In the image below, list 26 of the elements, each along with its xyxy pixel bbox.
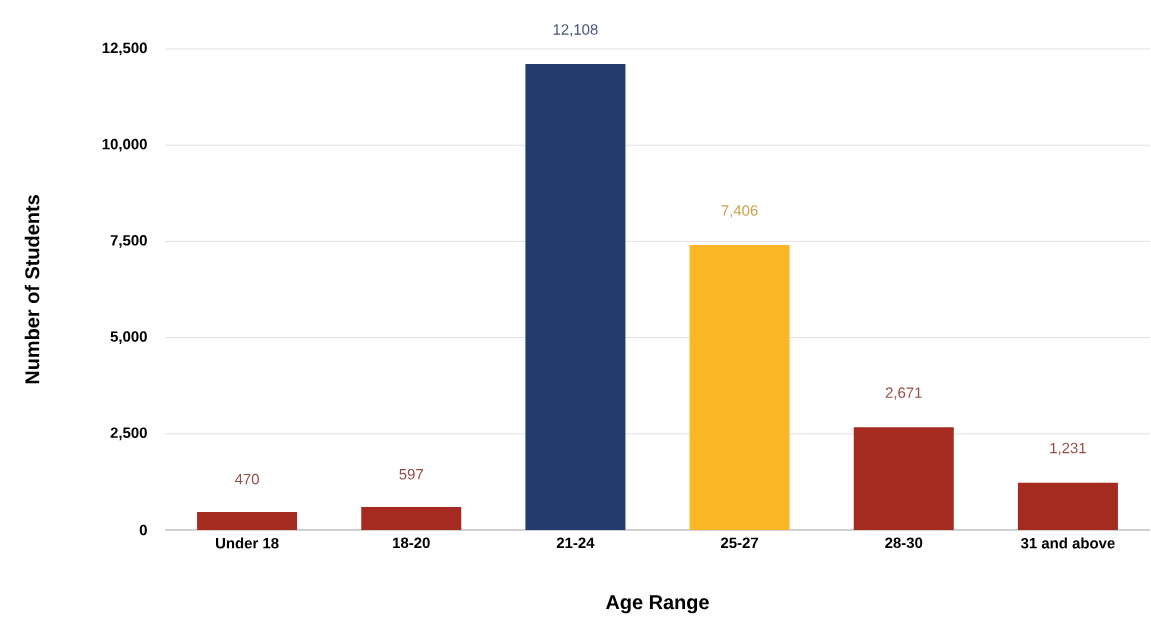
y-tick-label: 0 bbox=[139, 524, 147, 536]
x-tick-label: 21-24 bbox=[556, 537, 595, 548]
data-label: 2,671 bbox=[885, 387, 922, 400]
bar bbox=[689, 245, 790, 530]
bar bbox=[1017, 482, 1118, 530]
y-axis-title: Number of Students bbox=[24, 195, 40, 384]
data-label: 470 bbox=[234, 473, 259, 485]
x-tick-label: 31 and above bbox=[1020, 537, 1115, 549]
bar bbox=[197, 511, 298, 530]
x-axis-title: Age Range bbox=[605, 595, 709, 614]
x-tick-label: 28-30 bbox=[885, 537, 923, 549]
x-tick-label: 25-27 bbox=[720, 537, 759, 549]
data-label: 12,108 bbox=[553, 24, 598, 37]
x-tick-label: Under 18 bbox=[216, 537, 279, 549]
bar bbox=[853, 427, 954, 530]
y-tick-label: 7,500 bbox=[110, 235, 147, 248]
x-tick-label: 18-20 bbox=[393, 537, 430, 549]
y-tick-label: 2,500 bbox=[110, 427, 147, 441]
data-label: 597 bbox=[399, 468, 423, 480]
y-tick-label: 5,000 bbox=[110, 331, 147, 344]
data-label: 7,406 bbox=[721, 205, 758, 218]
y-tick-label: 10,000 bbox=[102, 138, 147, 152]
bar bbox=[361, 507, 462, 530]
bar bbox=[525, 64, 626, 530]
data-label: 1,231 bbox=[1050, 442, 1086, 456]
y-tick-label: 12,500 bbox=[102, 42, 147, 56]
